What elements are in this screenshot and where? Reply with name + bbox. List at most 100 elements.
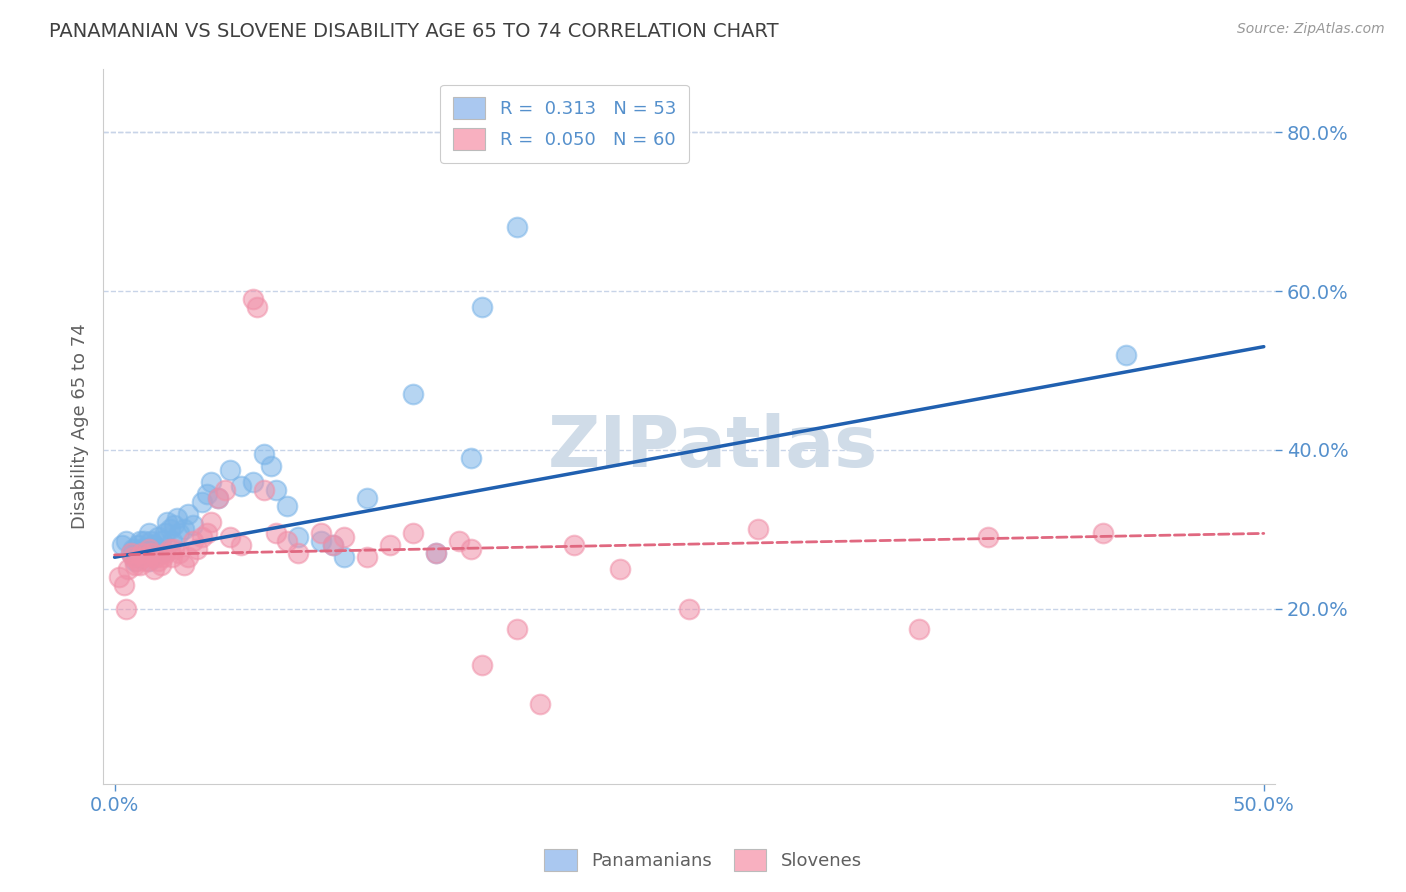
- Point: [264, 526, 287, 541]
- Point: [129, 534, 152, 549]
- Point: [678, 602, 700, 616]
- Point: [120, 546, 142, 560]
- Point: [471, 657, 494, 672]
- Point: [148, 530, 170, 544]
- Point: [471, 300, 494, 314]
- Point: [908, 622, 931, 636]
- Point: [120, 546, 142, 560]
- Point: [138, 542, 160, 557]
- Point: [562, 538, 585, 552]
- Point: [142, 562, 165, 576]
- Point: [287, 530, 309, 544]
- Point: [160, 534, 183, 549]
- Point: [506, 622, 529, 636]
- Point: [977, 530, 1000, 544]
- Point: [135, 554, 157, 568]
- Point: [460, 542, 482, 557]
- Point: [181, 518, 204, 533]
- Point: [260, 458, 283, 473]
- Point: [122, 550, 145, 565]
- Point: [186, 542, 208, 557]
- Point: [166, 510, 188, 524]
- Point: [110, 538, 132, 552]
- Legend: R =  0.313   N = 53, R =  0.050   N = 60: R = 0.313 N = 53, R = 0.050 N = 60: [440, 85, 689, 163]
- Point: [425, 546, 447, 560]
- Point: [127, 554, 149, 568]
- Point: [112, 578, 135, 592]
- Point: [127, 550, 149, 565]
- Point: [149, 546, 172, 560]
- Point: [356, 550, 378, 565]
- Text: PANAMANIAN VS SLOVENE DISABILITY AGE 65 TO 74 CORRELATION CHART: PANAMANIAN VS SLOVENE DISABILITY AGE 65 …: [49, 22, 779, 41]
- Point: [177, 550, 200, 565]
- Point: [142, 538, 165, 552]
- Text: Source: ZipAtlas.com: Source: ZipAtlas.com: [1237, 22, 1385, 37]
- Point: [163, 542, 186, 557]
- Point: [242, 292, 264, 306]
- Point: [253, 483, 276, 497]
- Point: [207, 491, 229, 505]
- Point: [149, 558, 172, 573]
- Point: [135, 542, 157, 557]
- Point: [181, 534, 204, 549]
- Point: [177, 507, 200, 521]
- Point: [333, 530, 356, 544]
- Point: [200, 475, 222, 489]
- Point: [145, 550, 167, 565]
- Point: [127, 538, 149, 552]
- Point: [609, 562, 631, 576]
- Point: [264, 483, 287, 497]
- Point: [173, 558, 195, 573]
- Point: [242, 475, 264, 489]
- Point: [195, 526, 218, 541]
- Point: [200, 515, 222, 529]
- Point: [153, 546, 176, 560]
- Point: [1091, 526, 1114, 541]
- Point: [207, 491, 229, 505]
- Point: [214, 483, 236, 497]
- Point: [246, 300, 269, 314]
- Point: [449, 534, 471, 549]
- Point: [1115, 348, 1137, 362]
- Point: [122, 542, 145, 557]
- Point: [138, 554, 160, 568]
- Point: [152, 550, 174, 565]
- Point: [229, 538, 252, 552]
- Point: [322, 538, 344, 552]
- Point: [311, 534, 333, 549]
- Point: [129, 558, 152, 573]
- Point: [153, 526, 176, 541]
- Legend: Panamanians, Slovenes: Panamanians, Slovenes: [537, 842, 869, 879]
- Point: [163, 518, 186, 533]
- Point: [141, 546, 163, 560]
- Point: [460, 450, 482, 465]
- Point: [333, 550, 356, 565]
- Point: [124, 558, 146, 573]
- Point: [380, 538, 402, 552]
- Point: [115, 534, 138, 549]
- Point: [160, 550, 183, 565]
- Point: [276, 534, 298, 549]
- Point: [425, 546, 447, 560]
- Point: [191, 494, 214, 508]
- Point: [131, 542, 153, 557]
- Point: [229, 479, 252, 493]
- Point: [402, 526, 425, 541]
- Point: [253, 447, 276, 461]
- Point: [167, 526, 190, 541]
- Point: [356, 491, 378, 505]
- Point: [218, 530, 240, 544]
- Point: [506, 220, 529, 235]
- Point: [156, 515, 179, 529]
- Point: [134, 550, 156, 565]
- Text: ZIPatlas: ZIPatlas: [547, 413, 877, 482]
- Point: [134, 534, 156, 549]
- Point: [141, 534, 163, 549]
- Point: [311, 526, 333, 541]
- Point: [218, 463, 240, 477]
- Point: [149, 534, 172, 549]
- Point: [747, 523, 769, 537]
- Point: [159, 523, 181, 537]
- Point: [173, 523, 195, 537]
- Point: [322, 538, 344, 552]
